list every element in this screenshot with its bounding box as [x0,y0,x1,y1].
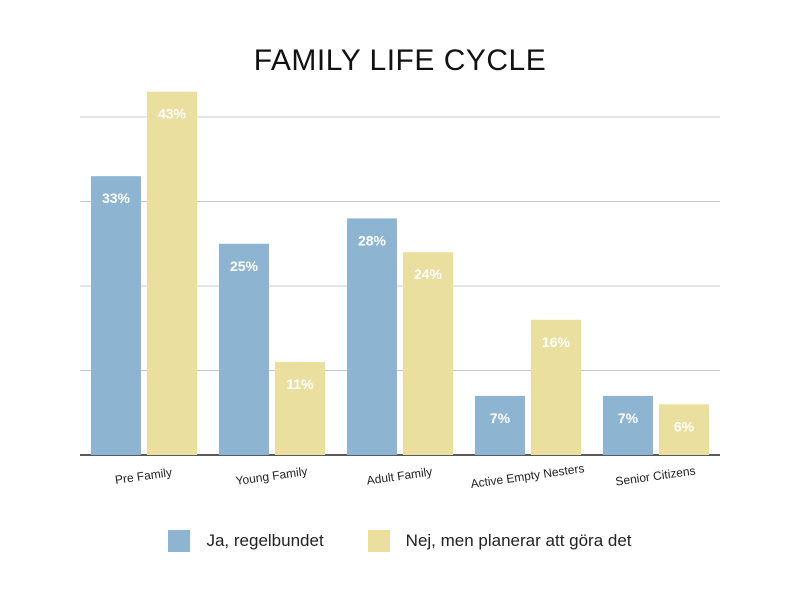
data-label-series-1-1: 25% [230,258,259,274]
data-label-series-2-0: 43% [158,106,187,122]
data-label-series-1-0: 33% [102,190,131,206]
legend-swatch-series-1 [168,530,191,552]
legend-item-series-2: Nej, men planerar att göra det [367,530,632,552]
legend: Ja, regelbundet Nej, men planerar att gö… [0,530,800,552]
legend-item-series-1: Ja, regelbundet [168,530,324,552]
legend-swatch-series-2 [367,530,390,552]
data-label-series-2-2: 24% [414,266,443,282]
category-label-1: Young Family [235,464,309,488]
bar-series-1-2 [347,218,397,455]
category-label-0: Pre Family [114,465,173,487]
data-label-series-2-3: 16% [542,334,571,350]
legend-label-series-1: Ja, regelbundet [206,531,324,550]
bar-series-1-0 [91,176,141,455]
data-label-series-2-4: 6% [674,418,695,434]
bar-series-2-2 [403,252,453,455]
data-label-series-2-1: 11% [286,376,314,392]
bar-series-2-0 [147,91,197,456]
bar-series-2-4 [659,404,709,455]
data-label-series-1-4: 7% [618,410,639,426]
bar-series-1-1 [219,243,269,455]
legend-label-series-2: Nej, men planerar att göra det [405,531,632,550]
bar-series-2-1 [275,362,325,455]
data-label-series-1-2: 28% [358,232,387,248]
data-label-series-1-3: 7% [490,410,511,426]
bar-series-1-3 [475,395,525,455]
category-label-2: Adult Family [366,465,433,488]
chart-title: FAMILY LIFE CYCLE [253,44,547,77]
category-label-3: Active Empty Nesters [470,461,586,491]
bar-series-1-4 [603,395,653,455]
bar-series-2-3 [531,319,581,455]
category-label-4: Senior Citizens [615,463,697,488]
